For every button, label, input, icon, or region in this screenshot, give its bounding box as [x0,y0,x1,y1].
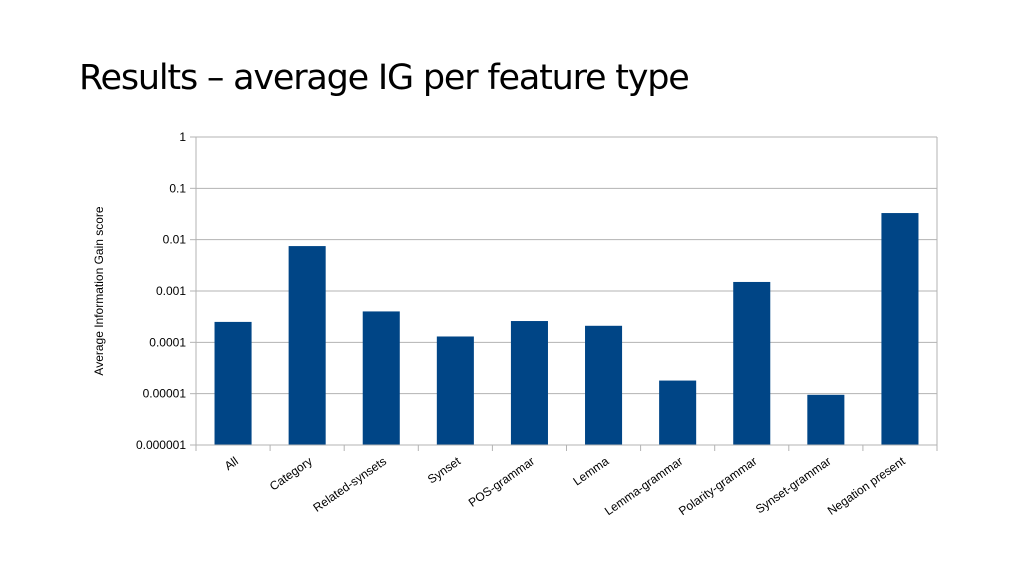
y-tick-label: 0.01 [163,233,187,247]
bar [807,394,845,445]
bars-layer [214,213,919,445]
bar [585,325,623,445]
y-tick-label: 0.00001 [143,387,187,401]
bar [214,321,252,445]
y-tick-label: 0.0001 [149,335,186,349]
x-tick-label: Category [267,454,315,493]
x-tick-label: Lemma-grammar [602,454,685,518]
x-tick-label: Negation present [825,454,908,518]
bar [881,213,919,445]
y-tick-label: 1 [179,130,186,144]
x-tick-label: Related-synsets [310,454,389,515]
x-tick-label: Polarity-grammar [676,454,759,518]
y-tick-label: 0.000001 [136,438,186,452]
slide-title: Results – average IG per feature type [79,58,690,98]
x-tick-label: Lemma [570,454,611,489]
bar [733,281,771,445]
x-tick-label: All [222,454,241,473]
y-tick-label: 0.001 [156,284,186,298]
bar [436,336,474,445]
x-tick-label: Synset [425,454,464,487]
bar [510,321,548,445]
bar [288,246,326,445]
axes-layer [190,136,938,451]
x-tick-label: Synset-grammar [753,454,834,516]
y-axis-title: Average Information Gain score [92,206,106,376]
x-tick-label: POS-grammar [466,454,537,510]
y-tick-label: 0.1 [169,181,186,195]
bar [362,311,400,445]
bar [659,380,697,445]
